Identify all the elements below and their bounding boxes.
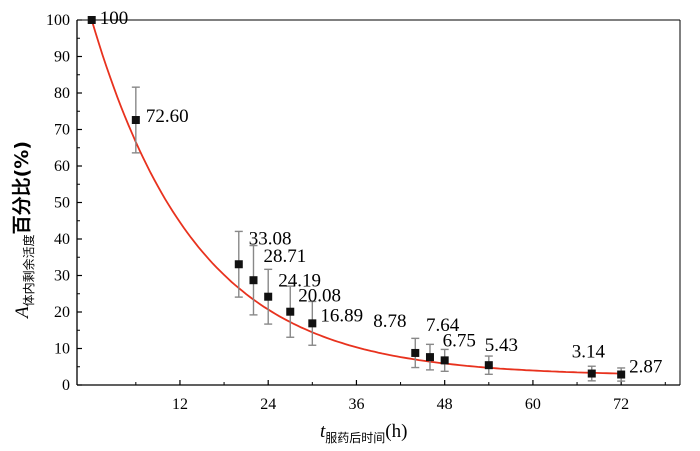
x-axis-title: t服药后时间(h) bbox=[320, 421, 407, 445]
data-point bbox=[308, 319, 317, 328]
x-tick-label: 12 bbox=[172, 396, 188, 413]
x-ticks: 12 24 36 48 60 72 bbox=[135, 380, 666, 413]
data-label: 24.19 bbox=[278, 271, 321, 292]
data-point bbox=[425, 353, 434, 362]
x-tick-label: 36 bbox=[348, 396, 364, 413]
y-axis-title-main: A bbox=[12, 306, 33, 320]
data-label: 3.14 bbox=[572, 342, 606, 363]
data-label: 33.08 bbox=[249, 228, 292, 249]
y-axis-title-tail: 百分比(%) bbox=[11, 141, 33, 234]
y-tick-label: 70 bbox=[54, 122, 70, 139]
y-tick-label: 100 bbox=[46, 12, 70, 29]
data-point bbox=[87, 16, 96, 24]
data-point bbox=[484, 361, 493, 370]
data-point bbox=[286, 307, 295, 316]
y-tick-label: 60 bbox=[54, 158, 70, 175]
data-point bbox=[264, 292, 273, 301]
data-label: 20.08 bbox=[298, 286, 341, 307]
data-label: 28.71 bbox=[263, 246, 306, 267]
y-ticks: 0 10 20 30 40 50 60 70 80 90 100 bbox=[46, 12, 82, 394]
error-bars bbox=[131, 86, 626, 382]
data-label: 7.64 bbox=[426, 315, 460, 336]
x-tick-label: 60 bbox=[525, 396, 541, 413]
y-tick-label: 40 bbox=[54, 231, 70, 248]
data-label: 8.78 bbox=[373, 311, 406, 332]
data-point bbox=[440, 356, 449, 365]
data-label: 72.60 bbox=[146, 106, 189, 127]
data-label: 16.89 bbox=[320, 305, 363, 326]
y-tick-label: 50 bbox=[54, 195, 70, 212]
data-point bbox=[587, 369, 596, 378]
data-label: 100 bbox=[100, 8, 128, 29]
x-axis-title-sub: 服药后时间 bbox=[325, 431, 385, 445]
data-point bbox=[249, 276, 258, 285]
y-axis-title: A体内剩余活度百分比(%) bbox=[11, 141, 36, 320]
y-tick-label: 0 bbox=[62, 377, 70, 394]
data-label: 5.43 bbox=[485, 335, 518, 356]
data-point bbox=[411, 348, 420, 357]
y-tick-label: 10 bbox=[54, 341, 70, 358]
data-markers bbox=[87, 16, 626, 379]
data-point bbox=[234, 260, 243, 269]
x-axis-title-tail: (h) bbox=[385, 421, 407, 442]
x-tick-label: 72 bbox=[613, 396, 629, 413]
y-tick-label: 30 bbox=[54, 268, 70, 285]
data-point bbox=[131, 116, 140, 125]
x-axis-title-main: t bbox=[320, 421, 326, 442]
data-label: 6.75 bbox=[443, 330, 476, 351]
y-tick-label: 20 bbox=[54, 304, 70, 321]
fit-curve bbox=[90, 19, 622, 375]
x-tick-label: 48 bbox=[437, 396, 453, 413]
data-label: 2.87 bbox=[629, 357, 662, 378]
y-tick-label: 80 bbox=[54, 85, 70, 102]
data-point bbox=[617, 370, 626, 379]
y-tick-label: 90 bbox=[54, 49, 70, 66]
x-tick-label: 24 bbox=[260, 396, 276, 413]
y-axis-title-sub: 体内剩余活度 bbox=[21, 234, 36, 306]
